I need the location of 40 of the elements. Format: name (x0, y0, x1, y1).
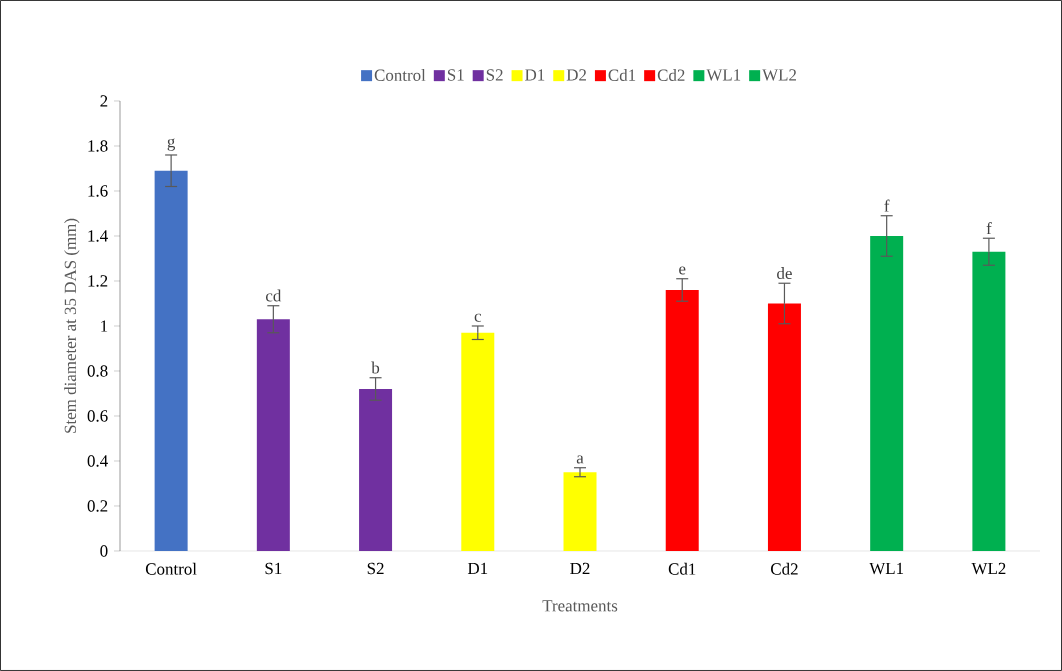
y-tick-label: 2 (100, 95, 108, 107)
annotation: e (679, 266, 686, 275)
y-tick-label: 0.4 (87, 455, 108, 467)
y-tick-label: 0.6 (87, 410, 108, 422)
x-tick-label: Cd2 (771, 562, 798, 575)
legend-label: Cd1 (608, 69, 636, 81)
y-tick-label: 0.8 (87, 365, 108, 377)
annotation: f (986, 222, 992, 235)
x-axis-title: Treatments (542, 600, 618, 612)
x-tick-label: Control (145, 562, 197, 575)
x-tick-label: S2 (367, 562, 384, 575)
y-tick-label: 1.2 (88, 275, 108, 287)
y-tick-label: 1.4 (88, 230, 108, 242)
legend-label: D1 (525, 69, 545, 81)
annotation: b (371, 361, 380, 374)
annotation: c (474, 313, 482, 322)
annotation: cd (265, 289, 282, 302)
legend-label: S1 (447, 69, 464, 81)
annotation: f (884, 199, 890, 212)
x-tick-label: WL1 (869, 562, 904, 575)
legend-label: WL1 (706, 69, 741, 81)
x-tick-label: S1 (265, 562, 282, 575)
y-tick-label: 0.2 (87, 500, 108, 512)
legend-label: S2 (486, 69, 503, 81)
legend-label: D2 (566, 69, 586, 81)
x-tick-label: Cd1 (668, 562, 696, 575)
annotation: a (576, 455, 584, 464)
legend-label: WL2 (762, 69, 797, 81)
x-tick-label: WL2 (971, 562, 1006, 575)
y-axis-title: Stem diameter at 35 DAS (mm) (64, 218, 80, 433)
legend-label: Control (374, 69, 426, 81)
annotation: g (167, 138, 176, 151)
x-tick-label: D1 (467, 562, 488, 575)
annotation: de (777, 267, 792, 280)
y-tick-label: 1.8 (88, 140, 108, 152)
x-tick-label: D2 (570, 562, 590, 575)
y-tick-label: 0 (100, 545, 108, 557)
legend-label: Cd2 (657, 69, 685, 81)
y-tick-label: 1 (101, 320, 108, 332)
y-tick-label: 1.6 (88, 185, 108, 197)
